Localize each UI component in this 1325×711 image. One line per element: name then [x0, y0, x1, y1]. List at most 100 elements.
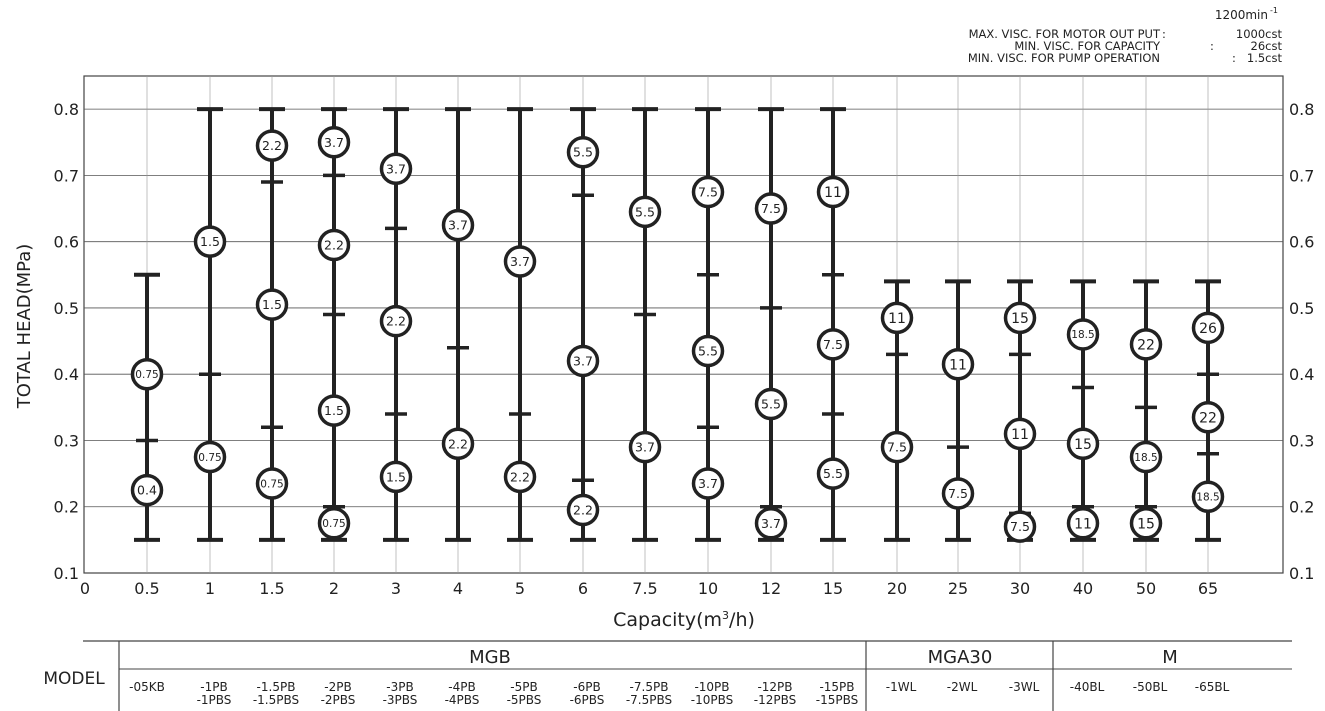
motor-marker: 26: [1191, 311, 1225, 345]
x-tick-label: 25: [948, 579, 968, 598]
motor-marker: 3.7: [379, 152, 413, 186]
motor-marker-circle: [566, 135, 600, 169]
motor-marker: 3.7: [503, 245, 537, 278]
motor-marker: 18.5: [1066, 318, 1100, 351]
motor-marker: 2.2: [379, 304, 413, 338]
header-speed: 1200min -1: [1215, 6, 1278, 22]
motor-marker-circle: [816, 457, 850, 490]
model-cell-text: -3WL: [1009, 680, 1040, 694]
model-cell-text: -1.5PBS: [253, 693, 299, 707]
motor-marker-label: 3.7: [386, 161, 406, 176]
x-tick-label: 5: [515, 579, 525, 598]
motor-marker: 7.5: [880, 430, 914, 464]
visc-value-3: 1.5cst: [1247, 51, 1283, 65]
y-tick-label-right: 0.3: [1289, 431, 1314, 450]
motor-marker-label: 15: [1074, 437, 1092, 453]
y-tick-label-left: 0.8: [54, 100, 79, 119]
motor-marker-circle: [441, 208, 475, 242]
motor-marker-label: 0.75: [260, 478, 283, 490]
x-tick-label: 1.5: [259, 579, 284, 598]
motor-marker-circle: [816, 175, 850, 209]
motor-marker: 7.5: [816, 328, 850, 361]
motor-marker-circle: [317, 507, 351, 540]
motor-marker: 3.7: [441, 208, 475, 242]
speed-superscript: -1: [1270, 6, 1278, 15]
motor-marker-circle: [1066, 427, 1100, 461]
motor-marker-circle: [379, 304, 413, 338]
y-tick-label-right: 0.6: [1289, 233, 1314, 252]
x-tick-label: 15: [823, 579, 843, 598]
x-tick-label: 2: [329, 579, 339, 598]
motor-marker: 0.75: [193, 440, 227, 474]
motor-marker-label: 0.75: [198, 452, 221, 464]
motor-marker-circle: [880, 301, 914, 335]
group-m: M: [1162, 647, 1178, 668]
model-cell-text: -1PB: [200, 680, 227, 694]
x-axis-title-end: /h): [729, 609, 755, 631]
y-tick-label-left: 0.3: [54, 431, 79, 450]
viscosity-notes: MAX. VISC. FOR MOTOR OUT PUT : 1000cst M…: [968, 27, 1283, 65]
visc-colon-1: :: [1162, 27, 1166, 41]
motor-marker: 18.5: [1191, 480, 1225, 514]
model-cell-text: -05KB: [129, 680, 165, 694]
motor-marker-circle: [379, 460, 413, 494]
motor-marker-label: 22: [1137, 337, 1155, 353]
motor-marker-circle: [193, 225, 227, 258]
visc-colon-2: :: [1210, 39, 1214, 53]
model-cell-text: -4PBS: [445, 693, 480, 707]
motor-marker-label: 26: [1199, 321, 1217, 337]
motor-marker: 11: [941, 348, 975, 381]
motor-marker: 22: [1129, 328, 1163, 361]
motor-marker-circle: [1191, 480, 1225, 514]
model-cell-text: -12PB: [757, 680, 792, 694]
motor-marker: 5.5: [816, 457, 850, 490]
model-cell-text: -1WL: [886, 680, 917, 694]
motor-marker-circle: [816, 328, 850, 361]
visc-colon-3: :: [1232, 51, 1236, 65]
motor-marker-label: 2.2: [510, 469, 530, 484]
model-cell-text: -3PBS: [383, 693, 418, 707]
motor-marker-circle: [379, 152, 413, 186]
motor-marker-circle: [255, 129, 289, 162]
visc-value-2: 26cst: [1251, 39, 1283, 53]
motor-marker-circle: [1191, 401, 1225, 434]
motor-marker: 7.5: [691, 175, 725, 209]
motor-marker-circle: [691, 334, 725, 368]
model-cell-text: -1PBS: [197, 693, 232, 707]
motor-marker-circle: [880, 430, 914, 464]
motor-marker-circle: [566, 344, 600, 378]
motor-marker-label: 18.5: [1071, 329, 1094, 341]
motor-marker: 2.2: [503, 460, 537, 494]
motor-marker-circle: [754, 192, 788, 225]
motor-marker-label: 5.5: [823, 466, 843, 481]
motor-marker-circle: [1003, 301, 1037, 335]
motor-marker-label: 7.5: [948, 486, 968, 501]
y-tick-label-right: 0.5: [1289, 299, 1314, 318]
motor-marker-label: 1.5: [262, 297, 282, 312]
motor-marker: 15: [1066, 427, 1100, 461]
y-tick-label-left: 0.5: [54, 299, 79, 318]
speed-label: 1200min: [1215, 8, 1268, 22]
motor-marker: 15: [1129, 507, 1163, 540]
motor-marker: 11: [1066, 507, 1100, 540]
motor-marker-label: 7.5: [887, 440, 907, 455]
model-cell-text: -2PBS: [321, 693, 356, 707]
motor-marker: 0.75: [255, 467, 289, 500]
motor-marker: 3.7: [691, 467, 725, 500]
motor-marker-circle: [317, 228, 351, 262]
motor-marker-circle: [628, 195, 662, 229]
y-tick-label-left: 0.2: [54, 498, 79, 517]
motor-marker: 11: [816, 175, 850, 209]
motor-marker-circle: [1066, 318, 1100, 351]
x-tick-label: 40: [1073, 579, 1093, 598]
motor-marker-label: 0.75: [135, 369, 158, 381]
motor-marker-circle: [754, 387, 788, 421]
motor-marker: 0.75: [317, 507, 351, 540]
motor-marker: 3.7: [317, 126, 351, 159]
model-cell-text: -10PBS: [691, 693, 733, 707]
motor-marker-circle: [941, 477, 975, 510]
motor-marker-label: 11: [949, 357, 967, 373]
motor-marker: 2.2: [255, 129, 289, 162]
model-cell-text: -15PB: [819, 680, 854, 694]
motor-marker-label: 7.5: [698, 184, 718, 199]
